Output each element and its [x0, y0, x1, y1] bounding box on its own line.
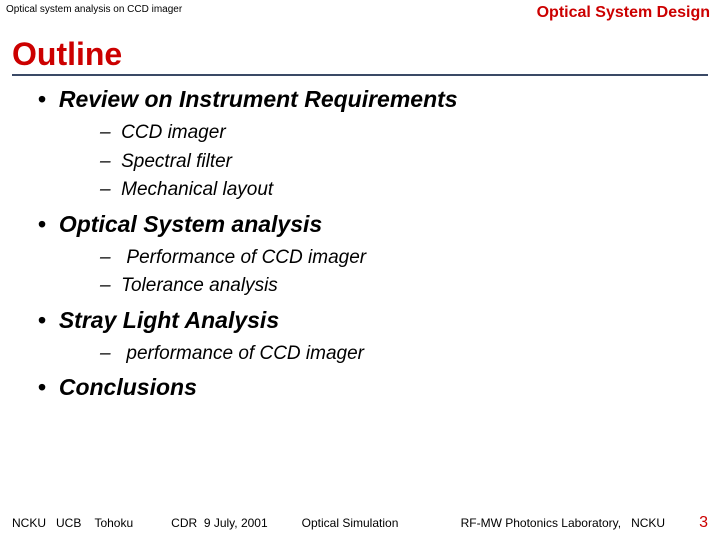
outline-subitem-text: Tolerance analysis — [121, 275, 278, 296]
slide-title: Outline — [12, 38, 122, 72]
outline-subitem-text: CCD imager — [121, 122, 226, 143]
outline-item: • Optical System analysis — [38, 211, 708, 238]
title-wrap: Outline — [0, 38, 720, 72]
outline-subitem: – CCD imager — [100, 119, 708, 148]
footer-lab: RF-MW Photonics Laboratory, NCKU — [461, 516, 666, 530]
outline-item: • Stray Light Analysis — [38, 307, 708, 334]
outline-subitem: – Mechanical layout — [100, 176, 708, 205]
footer-orgs: NCKU UCB Tohoku — [12, 516, 133, 530]
outline-item-text: Conclusions — [59, 374, 197, 400]
outline-subitem-text: Performance of CCD imager — [121, 247, 366, 268]
footer-event: CDR 9 July, 2001 — [171, 516, 268, 530]
outline-item-text: Stray Light Analysis — [59, 307, 279, 333]
outline-subitem: – Tolerance analysis — [100, 272, 708, 301]
outline-subitem-text: Spectral filter — [121, 151, 232, 172]
slide-header: Optical system analysis on CCD imager Op… — [0, 0, 720, 22]
header-left-text: Optical system analysis on CCD imager — [6, 4, 182, 15]
footer-page-number: 3 — [699, 514, 708, 532]
outline-subitem: – performance of CCD imager — [100, 340, 708, 369]
outline-subitem: – Spectral filter — [100, 148, 708, 177]
header-right-text: Optical System Design — [537, 4, 710, 22]
title-rule — [12, 74, 708, 76]
outline-subitem-text: Mechanical layout — [121, 179, 273, 200]
outline-item-text: Review on Instrument Requirements — [59, 86, 458, 112]
outline-subitem-text: performance of CCD imager — [121, 343, 364, 364]
outline-item-text: Optical System analysis — [59, 211, 322, 237]
outline-content: • Review on Instrument Requirements – CC… — [0, 86, 720, 401]
outline-subitem: – Performance of CCD imager — [100, 244, 708, 273]
slide-footer: NCKU UCB Tohoku CDR 9 July, 2001 Optical… — [0, 514, 720, 532]
outline-item: • Review on Instrument Requirements — [38, 86, 708, 113]
footer-sim: Optical Simulation — [302, 516, 399, 530]
outline-item: • Conclusions — [38, 374, 708, 401]
